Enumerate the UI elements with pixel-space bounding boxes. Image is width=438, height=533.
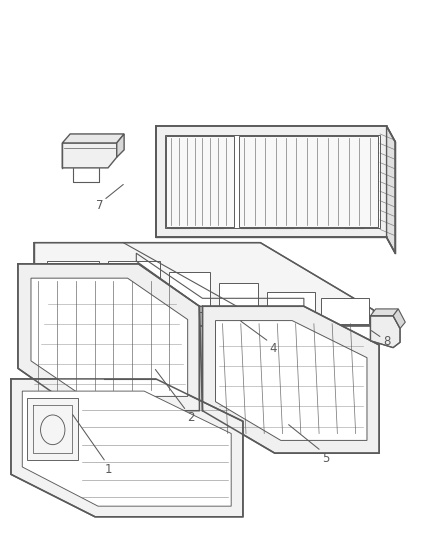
Polygon shape <box>22 391 231 506</box>
Polygon shape <box>165 135 380 228</box>
Polygon shape <box>117 134 124 157</box>
Polygon shape <box>169 272 210 312</box>
Polygon shape <box>62 134 124 143</box>
Polygon shape <box>387 126 395 253</box>
Polygon shape <box>166 136 234 227</box>
Polygon shape <box>47 261 99 309</box>
Text: 2: 2 <box>187 411 194 424</box>
Polygon shape <box>108 261 160 309</box>
Polygon shape <box>156 126 387 237</box>
Text: 5: 5 <box>322 452 329 465</box>
Polygon shape <box>27 398 78 460</box>
Polygon shape <box>321 298 369 324</box>
Text: 4: 4 <box>270 342 277 355</box>
Polygon shape <box>202 306 379 453</box>
Polygon shape <box>371 316 400 348</box>
Polygon shape <box>239 136 378 227</box>
Polygon shape <box>62 143 117 168</box>
Polygon shape <box>34 243 374 326</box>
Text: 1: 1 <box>104 463 112 475</box>
Polygon shape <box>267 292 315 322</box>
Text: 7: 7 <box>95 199 103 212</box>
Polygon shape <box>31 278 187 397</box>
Polygon shape <box>219 284 258 319</box>
Polygon shape <box>18 264 199 411</box>
Text: 8: 8 <box>383 335 390 348</box>
Polygon shape <box>11 379 243 517</box>
Polygon shape <box>215 320 367 440</box>
Polygon shape <box>371 309 398 316</box>
Polygon shape <box>393 309 405 328</box>
